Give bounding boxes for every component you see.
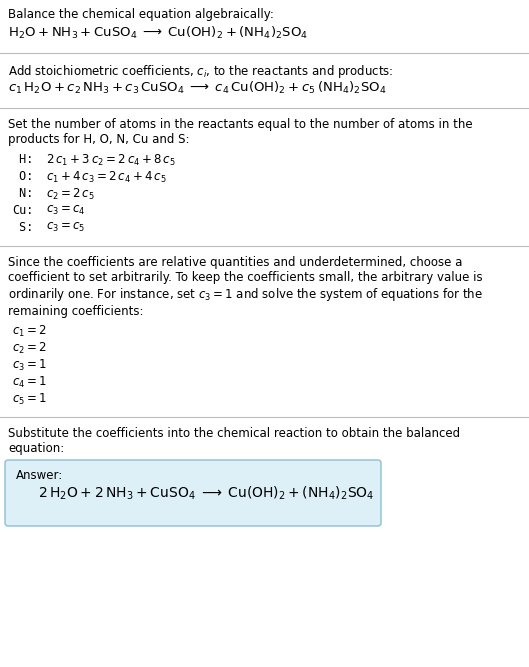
FancyBboxPatch shape (5, 460, 381, 526)
Text: $c_1 + 4\,c_3 = 2\,c_4 + 4\,c_5$: $c_1 + 4\,c_3 = 2\,c_4 + 4\,c_5$ (46, 170, 167, 185)
Text: $\mathrm{H_2O + NH_3 + CuSO_4 \;\longrightarrow\; Cu(OH)_2 + (NH_4)_2SO_4}$: $\mathrm{H_2O + NH_3 + CuSO_4 \;\longrig… (8, 25, 308, 41)
Text: S:: S: (12, 221, 33, 234)
Text: O:: O: (12, 170, 33, 183)
Text: N:: N: (12, 187, 33, 200)
Text: $c_3 = c_5$: $c_3 = c_5$ (46, 221, 85, 234)
Text: $c_2 = 2$: $c_2 = 2$ (12, 341, 47, 356)
Text: Since the coefficients are relative quantities and underdetermined, choose a
coe: Since the coefficients are relative quan… (8, 256, 483, 318)
Text: $2\,\mathrm{H_2O} + 2\,\mathrm{NH_3} + \mathrm{CuSO_4}\;\longrightarrow\; \mathr: $2\,\mathrm{H_2O} + 2\,\mathrm{NH_3} + \… (38, 485, 375, 502)
Text: $c_4 = 1$: $c_4 = 1$ (12, 375, 47, 390)
Text: $c_1 = 2$: $c_1 = 2$ (12, 324, 47, 339)
Text: $c_3 = c_4$: $c_3 = c_4$ (46, 204, 86, 217)
Text: $c_2 = 2\,c_5$: $c_2 = 2\,c_5$ (46, 187, 95, 202)
Text: Substitute the coefficients into the chemical reaction to obtain the balanced
eq: Substitute the coefficients into the che… (8, 427, 460, 455)
Text: $c_5 = 1$: $c_5 = 1$ (12, 392, 47, 407)
Text: Answer:: Answer: (16, 469, 63, 482)
Text: $2\,c_1 + 3\,c_2 = 2\,c_4 + 8\,c_5$: $2\,c_1 + 3\,c_2 = 2\,c_4 + 8\,c_5$ (46, 153, 176, 168)
Text: H:: H: (12, 153, 33, 166)
Text: Cu:: Cu: (12, 204, 33, 217)
Text: $c_3 = 1$: $c_3 = 1$ (12, 358, 47, 373)
Text: Set the number of atoms in the reactants equal to the number of atoms in the
pro: Set the number of atoms in the reactants… (8, 118, 472, 146)
Text: Balance the chemical equation algebraically:: Balance the chemical equation algebraica… (8, 8, 274, 21)
Text: $c_1\,\mathrm{H_2O} + c_2\,\mathrm{NH_3} + c_3\,\mathrm{CuSO_4}\;\longrightarrow: $c_1\,\mathrm{H_2O} + c_2\,\mathrm{NH_3}… (8, 80, 387, 96)
Text: Add stoichiometric coefficients, $c_i$, to the reactants and products:: Add stoichiometric coefficients, $c_i$, … (8, 63, 394, 80)
